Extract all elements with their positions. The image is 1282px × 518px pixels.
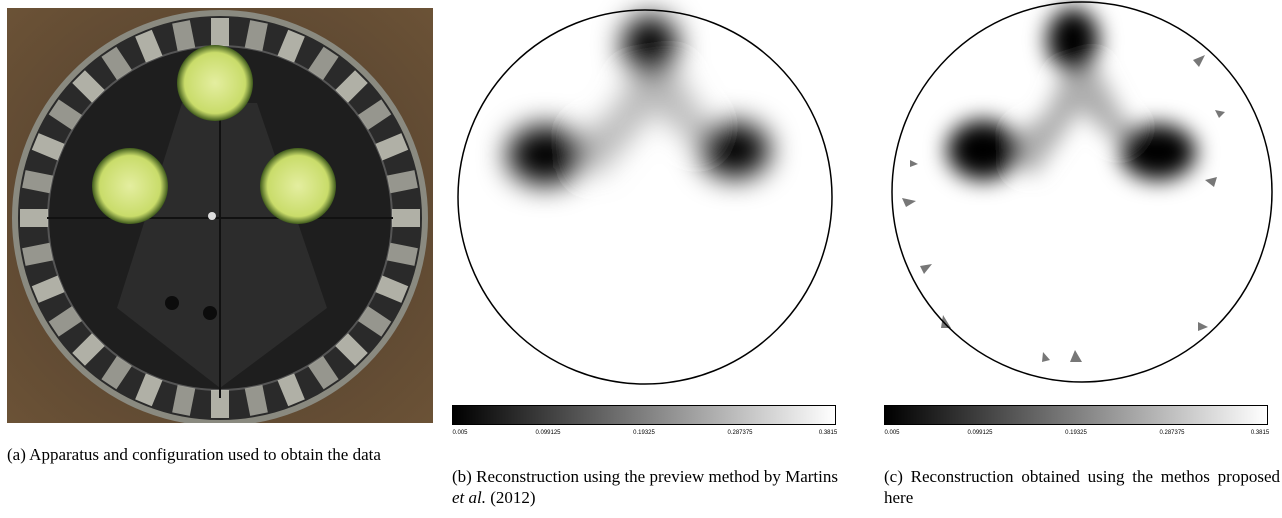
caption: (c) Reconstruction obtained using the me… xyxy=(884,466,1280,508)
colorbar-tick-label: 0.3815 xyxy=(1251,430,1269,436)
inclusion-blobs xyxy=(507,15,770,185)
apparatus-photo xyxy=(7,8,433,423)
colorbar-tick-label: 0.099125 xyxy=(967,430,992,436)
colorbar-tick-label: 0.19325 xyxy=(633,430,655,436)
reconstruction-c xyxy=(875,0,1282,395)
colorbar-tick-label: 0.3815 xyxy=(819,430,837,436)
caption: (b) Reconstruction using the preview met… xyxy=(452,466,838,508)
reconstruction-b xyxy=(440,0,850,395)
caption-text: (c) Reconstruction obtained using the me… xyxy=(884,467,1280,507)
inclusion-blobs xyxy=(947,8,1196,180)
colorbar xyxy=(452,405,836,425)
figure: (a) Apparatus and configuration used to … xyxy=(0,0,1282,518)
center-pin xyxy=(208,212,216,220)
electrode xyxy=(20,209,48,227)
colorbar-tick-label: 0.005 xyxy=(884,430,899,436)
hole xyxy=(203,306,217,320)
hole xyxy=(165,296,179,310)
colorbar-tick-label: 0.005 xyxy=(452,430,467,436)
caption-text: (b) Reconstruction using the preview met… xyxy=(452,467,838,486)
colorbar-tick-label: 0.19325 xyxy=(1065,430,1087,436)
colorbar-tick-label: 0.287375 xyxy=(727,430,752,436)
caption-text: et al. xyxy=(452,488,486,507)
cucumber-slice xyxy=(177,45,253,121)
caption-text: (a) Apparatus and configuration used to … xyxy=(7,445,381,464)
cucumber-slice xyxy=(92,148,168,224)
caption-text: (2012) xyxy=(486,488,536,507)
electrode xyxy=(211,18,229,46)
colorbar-tick-label: 0.099125 xyxy=(535,430,560,436)
caption: (a) Apparatus and configuration used to … xyxy=(7,444,437,465)
colorbar xyxy=(884,405,1268,425)
electrode xyxy=(392,209,420,227)
colorbar-tick-label: 0.287375 xyxy=(1159,430,1184,436)
cucumber-slice xyxy=(260,148,336,224)
